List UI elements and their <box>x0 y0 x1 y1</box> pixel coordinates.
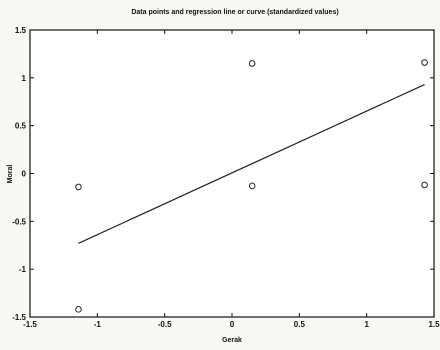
x-tick-label: 1 <box>364 320 369 329</box>
x-tick-label: -1.5 <box>23 320 37 329</box>
y-tick-label: -1 <box>19 265 27 274</box>
regression-line <box>78 83 425 244</box>
x-tick-label: -1 <box>94 320 102 329</box>
x-tick-label: 0 <box>230 320 235 329</box>
y-tick-label: -0.5 <box>12 217 26 226</box>
data-point <box>421 181 428 189</box>
x-tick-label: 1.5 <box>428 320 440 329</box>
data-point <box>75 306 82 313</box>
x-axis: -1.5 -1 -0.5 0 0.5 1 1.5 <box>23 30 440 329</box>
y-axis: -1.5 -1 -0.5 0 0.5 1 1.5 <box>12 26 434 322</box>
data-series <box>75 59 428 313</box>
x-axis-label: Gerak <box>222 337 242 344</box>
y-tick-label: 0 <box>22 170 27 179</box>
data-point <box>248 60 256 67</box>
data-point <box>421 59 428 66</box>
y-axis-label: Moral <box>7 165 14 184</box>
y-tick-label: 1 <box>22 74 27 83</box>
data-point <box>248 182 256 190</box>
y-tick-label: 0.5 <box>15 122 27 131</box>
y-tick-label: 1.5 <box>15 26 27 35</box>
chart-title: Data points and regression line or curve… <box>131 9 338 16</box>
data-point <box>75 183 82 191</box>
x-tick-label: -0.5 <box>158 320 172 329</box>
y-tick-label: -1.5 <box>12 313 26 322</box>
x-tick-label: 0.5 <box>294 320 306 329</box>
